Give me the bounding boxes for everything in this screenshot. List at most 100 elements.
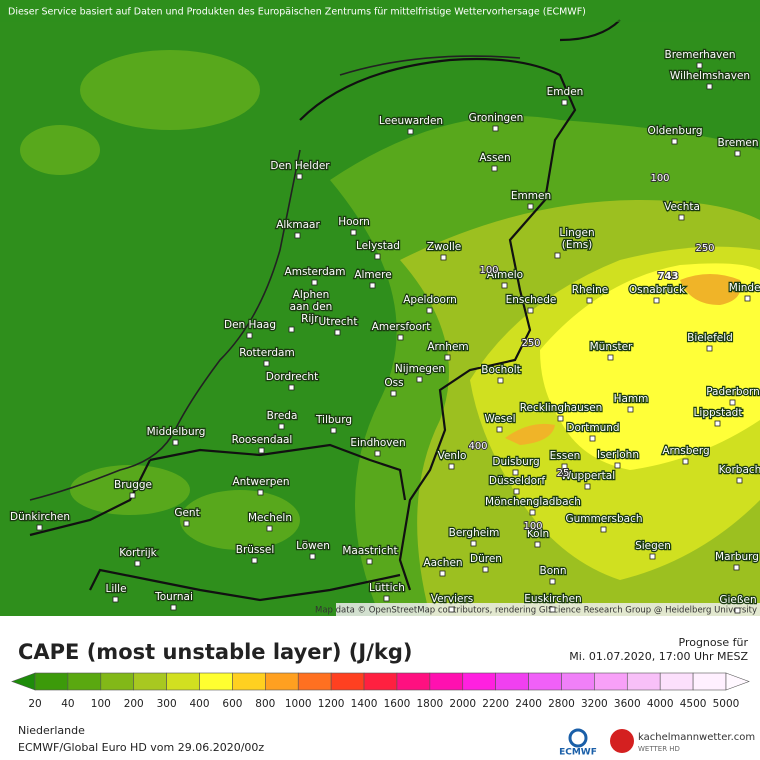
colorbar-label: 800 (255, 698, 275, 710)
city-label: Zwolle (427, 241, 462, 253)
city-label: Gießen (719, 594, 756, 606)
city-label: Groningen (469, 112, 524, 124)
city-marker (534, 541, 541, 548)
ecmwf-logo (568, 728, 588, 748)
city-marker (448, 463, 455, 470)
city-marker (492, 125, 499, 132)
city-label: Roosendaal (232, 434, 293, 446)
colorbar-cap (725, 672, 750, 691)
site-logo (610, 729, 634, 753)
cape-field (505, 423, 555, 445)
city-marker (129, 492, 136, 499)
contour-label: 743 (658, 271, 679, 282)
city-marker (678, 214, 685, 221)
city-marker (607, 354, 614, 361)
city-marker (258, 447, 265, 454)
city-marker (600, 526, 607, 533)
city-label: Kortrijk (119, 547, 157, 559)
city-marker (170, 604, 177, 611)
city-marker (497, 377, 504, 384)
city-label: Enschede (506, 294, 557, 306)
city-label: Siegen (635, 540, 671, 552)
city-marker (496, 426, 503, 433)
colorbar-segment (495, 672, 529, 691)
city-marker (288, 384, 295, 391)
city-marker (470, 540, 477, 547)
contour-label: 25 (557, 468, 570, 479)
city-label: Eindhoven (350, 437, 405, 449)
city-label: (Ems) (562, 239, 593, 251)
colorbar-segment (692, 672, 727, 691)
city-label: Wuppertal (561, 470, 615, 482)
city-marker (529, 509, 536, 516)
colorbar-segment (199, 672, 233, 691)
city-marker (266, 525, 273, 532)
city-marker (112, 596, 119, 603)
footer-region: Niederlande (18, 724, 85, 737)
city-label: Leeuwarden (379, 115, 443, 127)
city-marker (183, 520, 190, 527)
city-label: Duisburg (492, 456, 539, 468)
city-label: Löwen (296, 540, 330, 552)
colorbar-segment (67, 672, 102, 691)
city-label: Middelburg (147, 426, 206, 438)
city-marker (627, 406, 634, 413)
city-label: Recklinghausen (520, 402, 603, 414)
city-marker (448, 606, 455, 613)
city-label: Hoorn (338, 216, 370, 228)
city-label: Gummersbach (565, 513, 642, 525)
city-label: Maastricht (342, 545, 397, 557)
city-marker (734, 150, 741, 157)
city-marker (311, 279, 318, 286)
city-marker (296, 173, 303, 180)
colorbar-label: 2400 (515, 698, 542, 710)
city-label: Oldenburg (647, 125, 702, 137)
city-marker (440, 254, 447, 261)
city-marker (589, 435, 596, 442)
city-marker (491, 165, 498, 172)
city-marker (706, 83, 713, 90)
city-marker (653, 297, 660, 304)
city-marker (36, 524, 43, 531)
title: CAPE (most unstable layer) (J/kg) (18, 640, 412, 664)
city-label: Essen (550, 450, 581, 462)
city-label: Mönchengladbach (485, 496, 581, 508)
colorbar-label: 1400 (351, 698, 378, 710)
colorbar-label: 1800 (416, 698, 443, 710)
city-label: Bremerhaven (665, 49, 736, 61)
city-label: Nijmegen (395, 363, 445, 375)
cape-field (540, 263, 760, 470)
colorbar-segment (561, 672, 595, 691)
city-label: aan den (290, 301, 333, 313)
colorbar-segment (462, 672, 496, 691)
attribution: Map data © OpenStreetMap contributors, r… (315, 606, 757, 616)
contour-label: 100 (523, 521, 542, 532)
city-marker (527, 307, 534, 314)
colorbar-segment (232, 672, 266, 691)
city-label: Marburg (715, 551, 759, 563)
city-marker (733, 564, 740, 571)
colorbar-label: 600 (222, 698, 242, 710)
city-label: Tilburg (315, 414, 352, 426)
city-marker (288, 326, 295, 333)
city-marker (294, 232, 301, 239)
header-bg (0, 0, 760, 22)
city-marker (172, 439, 179, 446)
city-marker (134, 560, 141, 567)
colorbar-label: 20 (28, 698, 41, 710)
city-label: Lingen (559, 227, 594, 239)
city-label: Euskirchen (524, 593, 581, 605)
city-label: Arnhem (427, 341, 468, 353)
city-label: Bremen (717, 137, 758, 149)
colorbar-label: 300 (157, 698, 177, 710)
city-label: Breda (267, 410, 298, 422)
city-label: Wesel (484, 413, 515, 425)
city-label: Brüssel (236, 544, 275, 556)
city-label: Paderborn (706, 386, 760, 398)
city-marker (527, 203, 534, 210)
ecmwf-text: ECMWF (559, 748, 597, 758)
city-marker (416, 376, 423, 383)
city-label: Lippstadt (694, 407, 743, 419)
city-label: Dordrecht (266, 371, 318, 383)
city-marker (251, 557, 258, 564)
